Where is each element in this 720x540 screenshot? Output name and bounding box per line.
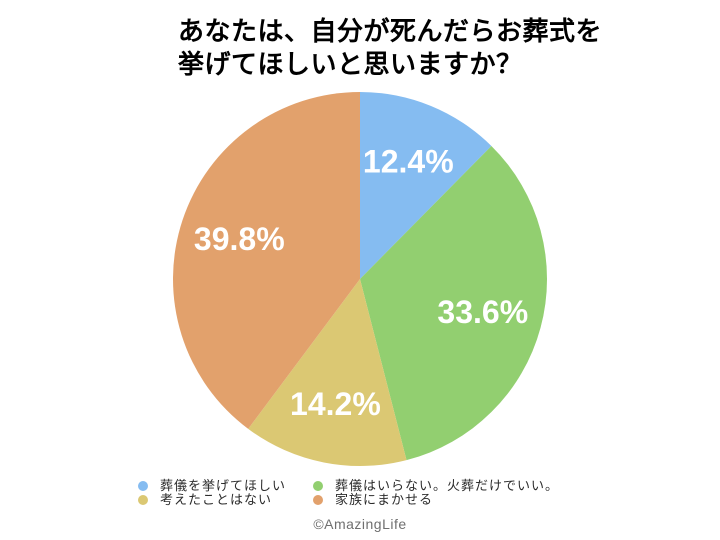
slice-label-want-funeral: 12.4% [363,143,454,179]
chart-title-line2: 挙げてほしいと思いますか？ [178,49,523,79]
legend-item-no-funeral-cremation-only: 葬儀はいらない。火葬だけでいい。 [313,479,559,493]
slice-label-no-funeral-cremation-only: 33.6% [437,294,528,330]
legend-item-never-thought: 考えたことはない [138,493,313,507]
chart-title: あなたは、自分が死んだらお葬式を 挙げてほしいと思いますか？ [178,15,602,81]
legend-item-want-funeral: 葬儀を挙げてほしい [138,479,313,493]
legend-swatch-leave-to-family [313,495,323,505]
slice-label-never-thought: 14.2% [290,386,381,422]
pie-slice-leave-to-family [173,92,360,429]
legend-item-leave-to-family: 家族にまかせる [313,493,559,507]
legend-label-want-funeral: 葬儀を挙げてほしい [160,478,287,493]
legend-label-no-funeral-cremation-only: 葬儀はいらない。火葬だけでいい。 [335,478,560,493]
chart-legend: 葬儀を挙げてほしい 葬儀はいらない。火葬だけでいい。 考えたことはない 家族にま… [138,479,559,507]
legend-swatch-no-funeral-cremation-only [313,481,323,491]
chart-title-line1: あなたは、自分が死んだらお葬式を [178,16,603,46]
copyright-credit: ©AmazingLife [313,516,407,532]
legend-label-leave-to-family: 家族にまかせる [335,492,434,507]
slice-label-leave-to-family: 39.8% [194,221,285,257]
pie-slice-never-thought [248,279,407,467]
pie-slice-no-funeral-cremation-only [360,145,548,461]
legend-swatch-want-funeral [138,481,148,491]
legend-label-never-thought: 考えたことはない [160,492,273,507]
pie-slice-want-funeral [360,92,492,279]
legend-swatch-never-thought [138,495,148,505]
